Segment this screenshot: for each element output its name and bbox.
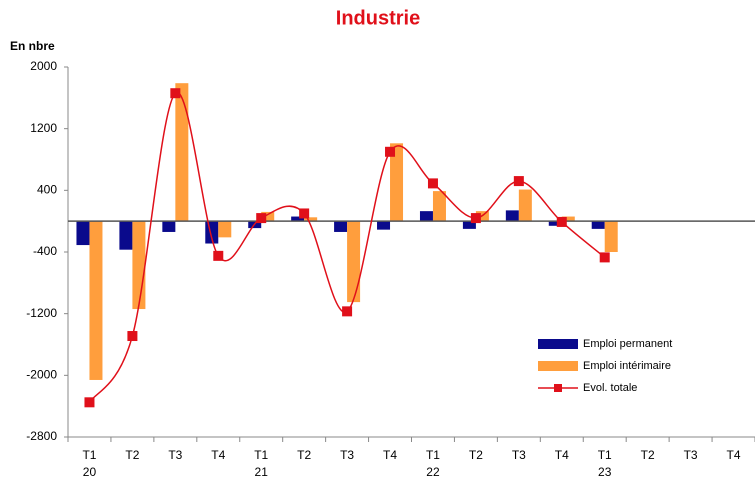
bar: [462, 221, 476, 229]
bar: [119, 221, 133, 250]
x-tick-label: T2: [469, 448, 483, 462]
bar: [390, 143, 404, 222]
legend-swatch: [538, 339, 578, 349]
bar: [561, 216, 575, 222]
line: [88, 91, 606, 403]
marker: [170, 88, 181, 99]
bar: [261, 211, 275, 222]
x-tick-year: 21: [255, 465, 269, 479]
x-tick-label: T1: [426, 448, 440, 462]
marker: [556, 216, 567, 227]
y-tick-label: -1200: [26, 306, 57, 320]
bar: [132, 221, 146, 310]
y-tick-label: 2000: [30, 59, 57, 73]
bar: [419, 211, 433, 222]
bar: [505, 210, 519, 222]
marker: [213, 250, 224, 261]
legend-label: Emploi permanent: [583, 338, 672, 350]
y-tick-label: -2800: [26, 429, 57, 443]
bar: [548, 221, 562, 226]
legend-label: Emploi intérimaire: [583, 360, 671, 372]
y-tick-label: 1200: [30, 121, 57, 135]
legend-swatch: [538, 361, 578, 371]
bar: [604, 221, 618, 252]
marker: [513, 176, 524, 187]
bar: [304, 217, 318, 222]
x-tick-label: T2: [297, 448, 311, 462]
chart-title: Industrie: [336, 7, 420, 29]
x-tick-label: T4: [727, 448, 741, 462]
y-tick-label: 400: [37, 183, 57, 197]
x-tick-label: T3: [168, 448, 182, 462]
y-tick-label: -400: [33, 244, 57, 258]
marker: [127, 331, 138, 342]
bar: [518, 189, 532, 222]
x-tick-year: 23: [598, 465, 612, 479]
bar: [377, 221, 391, 230]
x-tick-label: T2: [641, 448, 655, 462]
x-tick-year: 20: [83, 465, 97, 479]
x-tick-label: T2: [125, 448, 139, 462]
bar: [432, 191, 446, 222]
x-tick-label: T4: [383, 448, 397, 462]
x-tick-label: T4: [211, 448, 225, 462]
y-axis-label: En nbre: [10, 39, 55, 53]
marker: [256, 213, 267, 224]
bar: [162, 221, 176, 232]
x-tick-label: T1: [82, 448, 96, 462]
bar: [591, 221, 605, 229]
marker: [427, 178, 438, 189]
bar: [347, 221, 361, 303]
legend-swatch: [554, 384, 562, 392]
bar: [291, 216, 305, 222]
x-tick-label: T3: [512, 448, 526, 462]
x-tick-label: T3: [684, 448, 698, 462]
x-tick-label: T1: [254, 448, 268, 462]
y-tick-label: -2000: [26, 368, 57, 382]
bar: [89, 221, 103, 380]
marker: [84, 397, 95, 408]
marker: [342, 306, 353, 317]
marker: [470, 213, 481, 224]
x-tick-label: T4: [555, 448, 569, 462]
x-tick-label: T1: [598, 448, 612, 462]
x-tick-year: 22: [426, 465, 440, 479]
marker: [385, 146, 396, 157]
bar: [76, 221, 90, 246]
bar: [334, 221, 348, 232]
bar: [218, 221, 232, 238]
marker: [299, 208, 310, 219]
x-tick-label: T3: [340, 448, 354, 462]
marker: [599, 252, 610, 263]
legend-label: Evol. totale: [583, 382, 637, 394]
bar: [175, 83, 189, 222]
